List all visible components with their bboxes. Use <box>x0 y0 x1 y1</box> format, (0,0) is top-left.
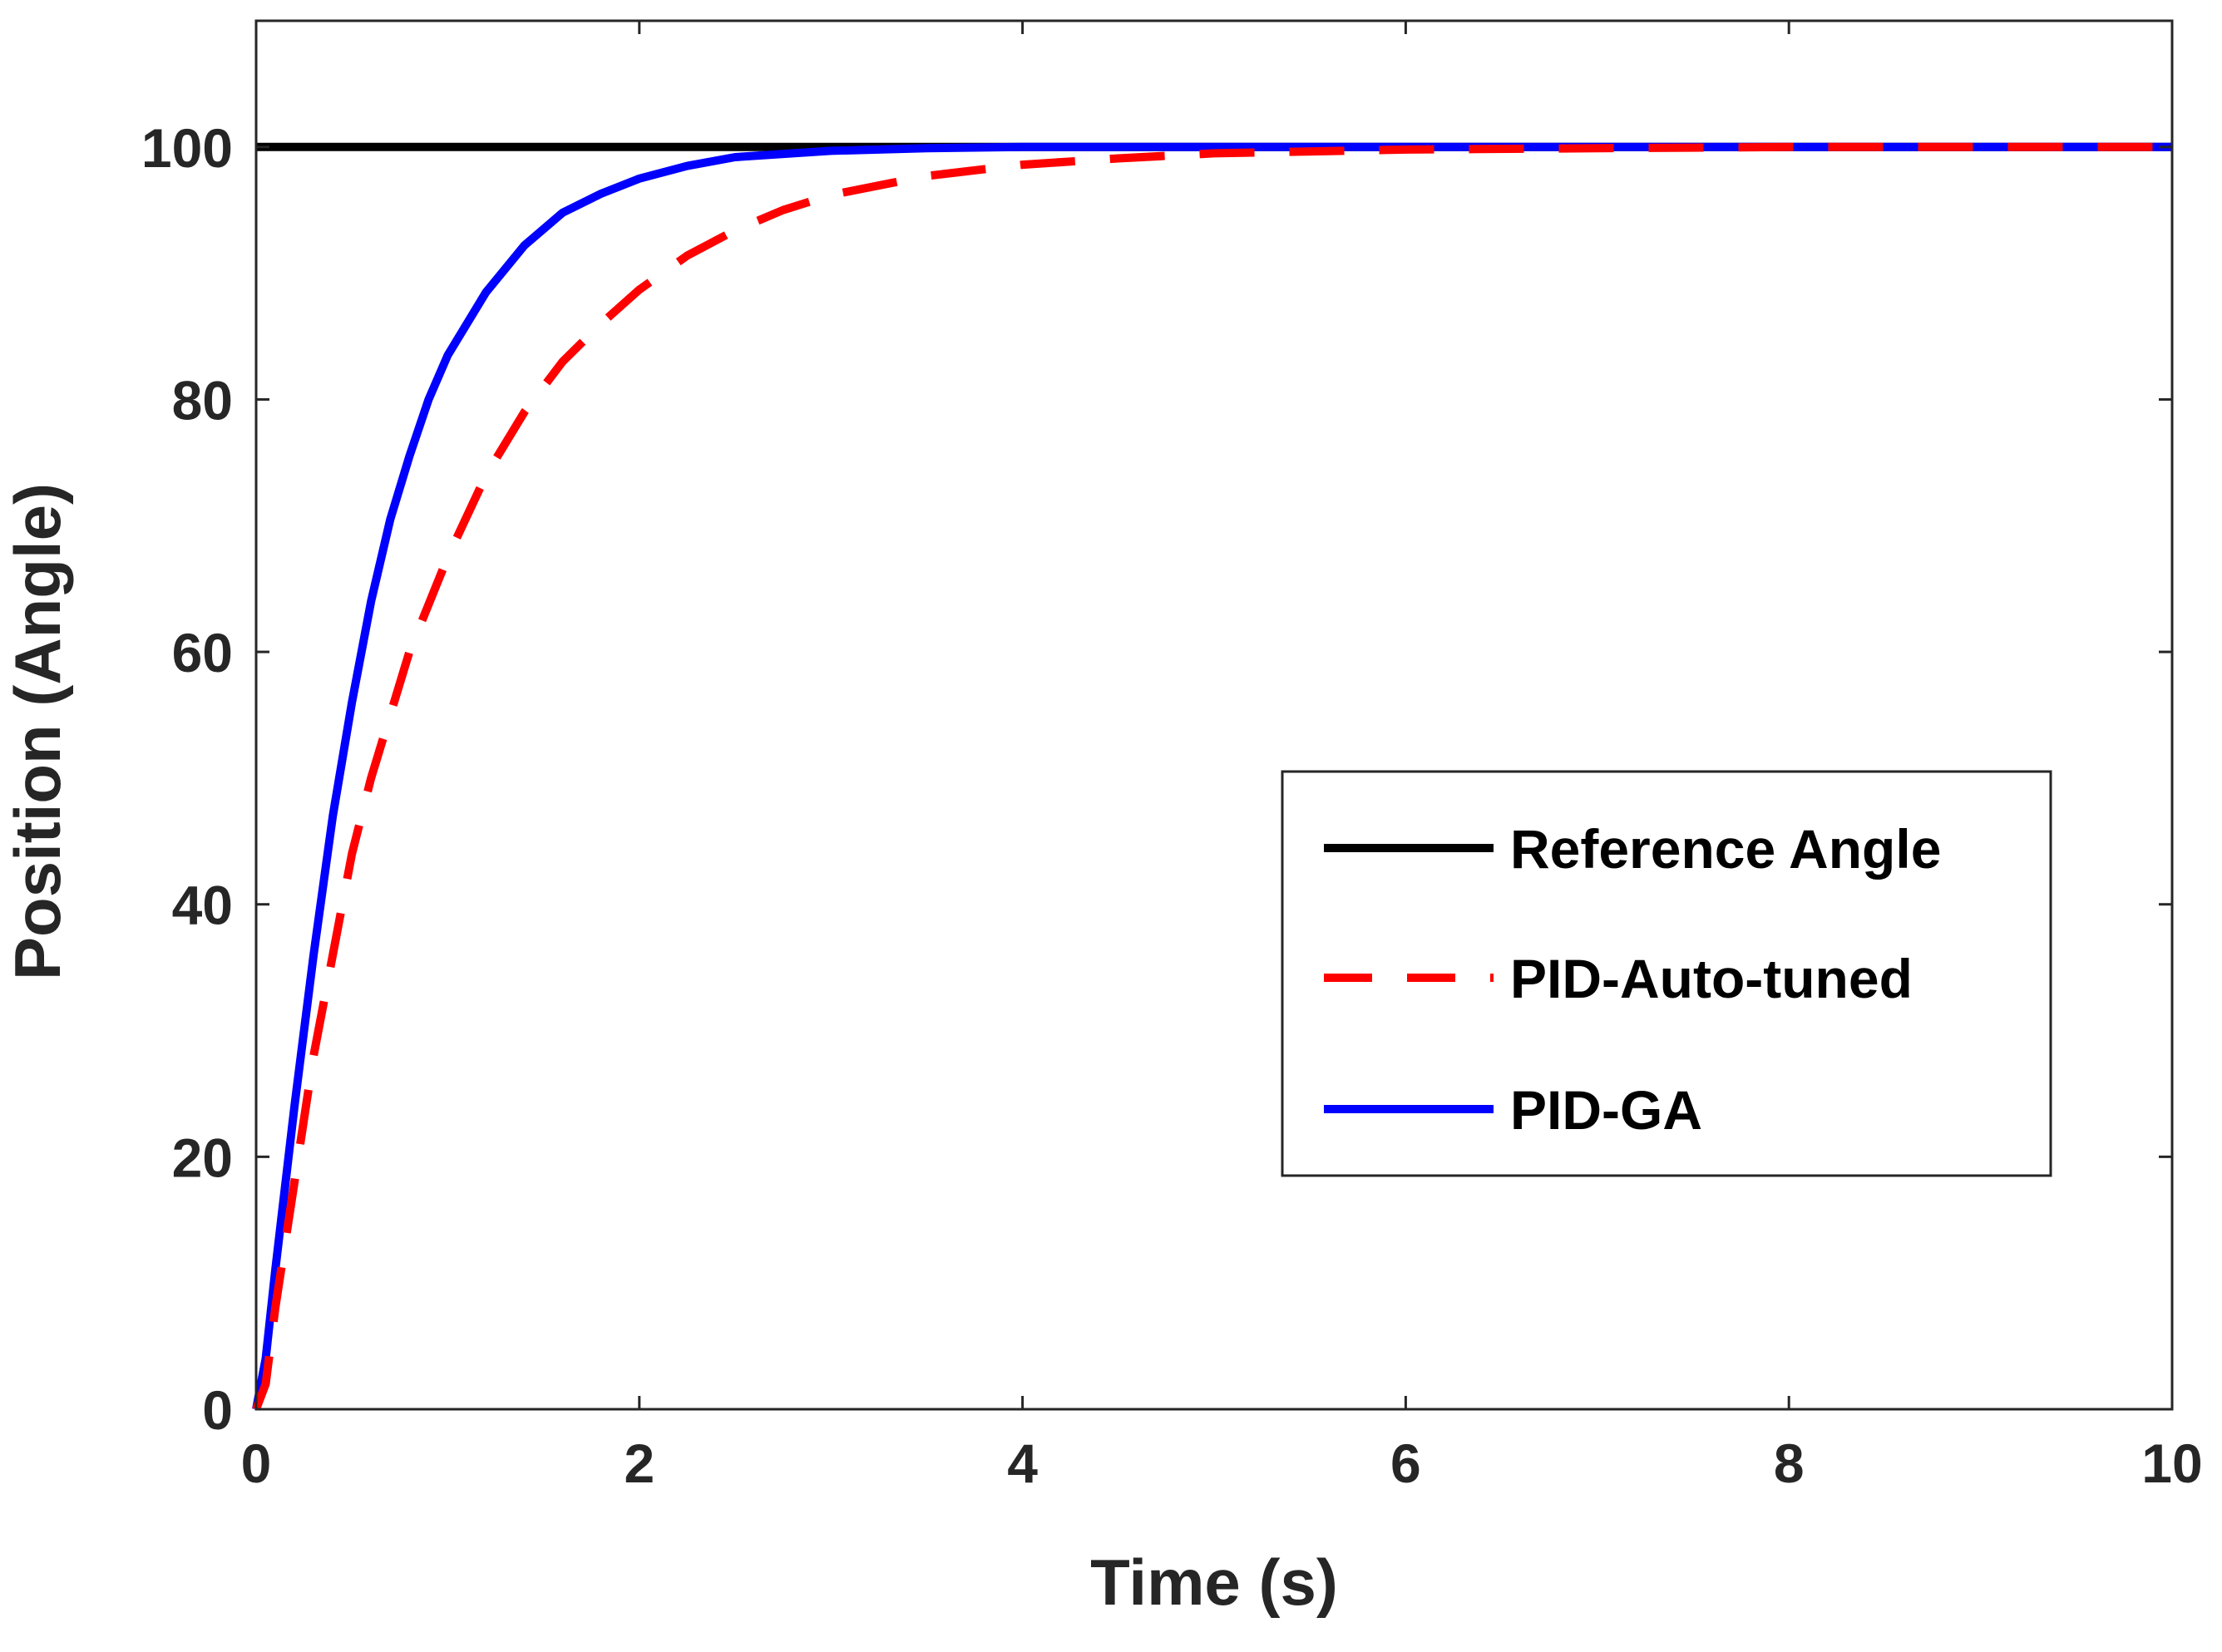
x-tick-label: 6 <box>1390 1433 1421 1494</box>
x-tick-label: 2 <box>624 1433 654 1494</box>
y-tick-label: 40 <box>172 875 233 936</box>
y-tick-label: 80 <box>172 369 233 431</box>
plot-area-frame <box>254 19 2174 1411</box>
series-line-pid-ga <box>252 142 2172 1410</box>
y-axis-label: Position (Angle) <box>1 483 74 980</box>
y-tick-label: 60 <box>172 622 233 683</box>
x-tick-label: 4 <box>1007 1433 1038 1494</box>
x-axis-label: Time (s) <box>1090 1546 1338 1619</box>
x-tick-label: 8 <box>1774 1433 1805 1494</box>
legend-label-pid-auto-tuned: PID-Auto-tuned <box>1510 948 1913 1009</box>
y-tick-label: 100 <box>141 117 233 179</box>
series-layer <box>252 142 2172 1411</box>
series-line-pid-auto-tuned <box>252 142 2172 1411</box>
legend-label-pid-ga: PID-GA <box>1510 1079 1702 1141</box>
x-tick-label: 0 <box>241 1433 272 1494</box>
x-tick-label: 10 <box>2141 1433 2202 1494</box>
legend: Reference Angle PID-Auto-tuned PID-GA <box>1281 770 2052 1177</box>
y-tick-label: 0 <box>202 1379 233 1441</box>
y-tick-label: 20 <box>172 1127 233 1188</box>
legend-label-reference-angle: Reference Angle <box>1510 818 1941 880</box>
